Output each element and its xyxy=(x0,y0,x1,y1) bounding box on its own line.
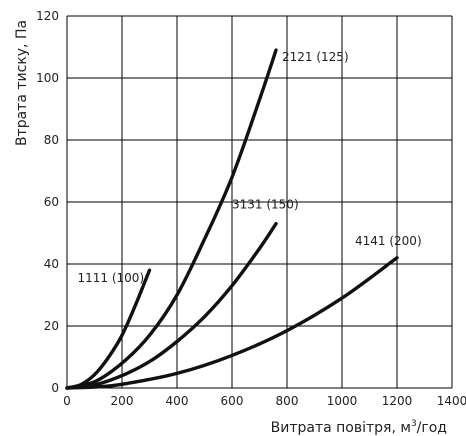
x-tick-label: 600 xyxy=(221,394,244,408)
y-tick-label: 120 xyxy=(36,9,59,23)
series-line xyxy=(65,222,278,390)
y-axis-title: Втрата тиску, Па xyxy=(14,20,30,146)
series-line xyxy=(65,48,278,390)
y-tick-label: 100 xyxy=(36,71,59,85)
series-label: 1111 (100) xyxy=(78,271,145,285)
x-tick-label: 200 xyxy=(111,394,134,408)
x-tick-label: 800 xyxy=(276,394,299,408)
x-axis-title: Витрата повітря, м3/год xyxy=(271,419,447,436)
x-tick-label: 400 xyxy=(166,394,189,408)
tick-labels: 0 200 400 600 800 1000 1200 1400 0 20 40 60 80 100 120 xyxy=(36,9,466,408)
x-tick-label: 1400 xyxy=(437,394,466,408)
series-curves xyxy=(65,48,399,390)
grid xyxy=(66,15,453,389)
series-label: 4141 (200) xyxy=(355,234,422,248)
y-tick-label: 0 xyxy=(51,381,59,395)
series-label: 2121 (125) xyxy=(282,50,349,64)
x-tick-label: 1200 xyxy=(382,394,413,408)
series-line xyxy=(65,256,399,390)
y-tick-label: 60 xyxy=(44,195,59,209)
x-tick-label: 0 xyxy=(63,394,71,408)
y-tick-label: 40 xyxy=(44,257,59,271)
y-tick-label: 80 xyxy=(44,133,59,147)
x-tick-label: 1000 xyxy=(327,394,358,408)
series-label: 3131 (150) xyxy=(232,198,299,212)
series-labels: 1111 (100) 2121 (125) 3131 (150) 4141 (200) xyxy=(78,50,422,285)
y-tick-label: 20 xyxy=(44,319,59,333)
